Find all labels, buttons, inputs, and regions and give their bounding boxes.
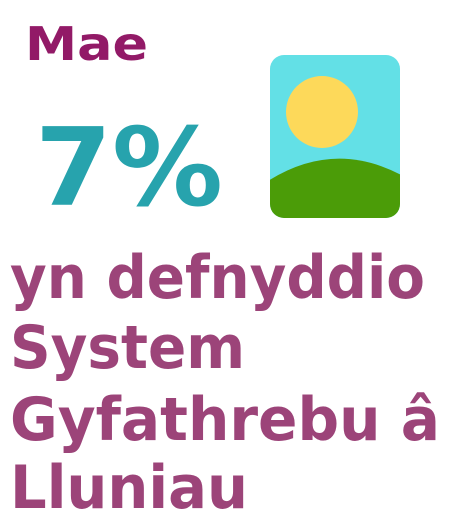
description-line: System xyxy=(10,313,245,383)
icon-hill xyxy=(270,158,400,218)
description-line: Gyfathrebu â xyxy=(10,385,440,455)
intro-text: Mae xyxy=(25,17,148,71)
picture-icon xyxy=(270,55,400,218)
description-line: Lluniau xyxy=(10,453,248,522)
stat-value: 7% xyxy=(35,106,223,231)
description-line: yn defnyddio xyxy=(10,243,425,313)
icon-sun xyxy=(286,76,358,148)
